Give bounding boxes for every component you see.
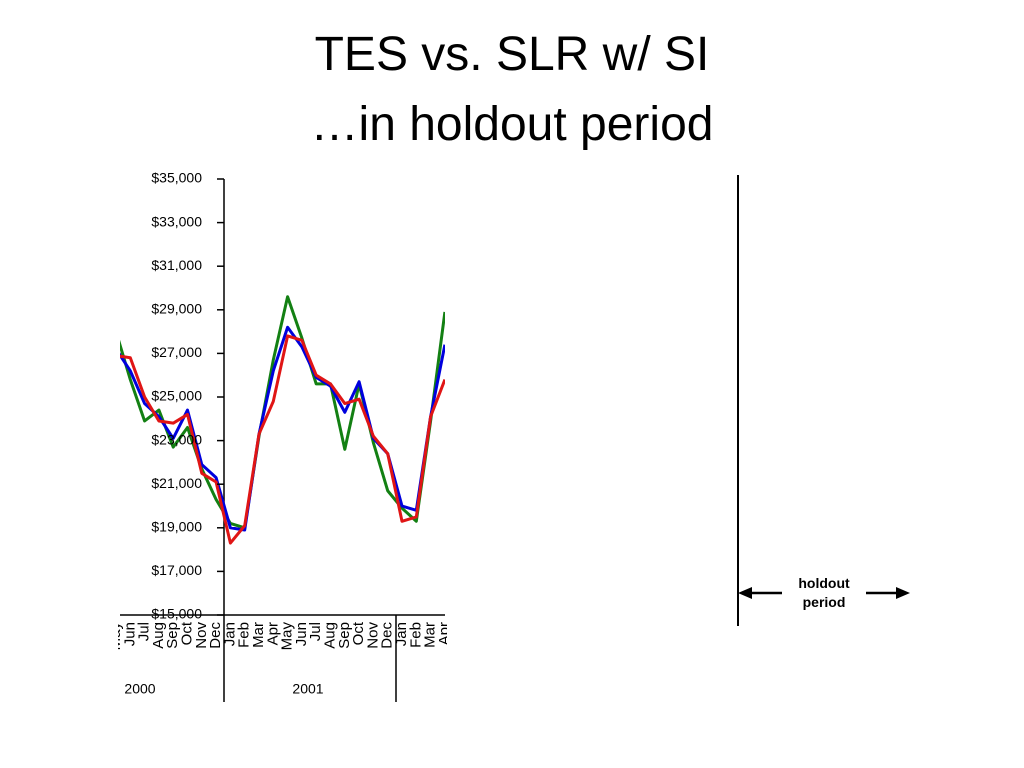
x-tick-label: Jun	[121, 622, 138, 646]
x-tick-label: Apr	[436, 622, 453, 645]
x-tick-label: Mar	[422, 622, 439, 648]
annotation: holdout period	[798, 575, 850, 610]
x-tick-label: Dec	[379, 622, 396, 649]
y-tick-label: $21,000	[151, 475, 202, 491]
x-tick-label: Oct	[350, 621, 367, 645]
y-tick-label: $33,000	[151, 213, 202, 229]
y-tick-label: $29,000	[151, 301, 202, 317]
x-tick-label: Sep	[336, 622, 353, 649]
x-tick-label: Aug	[150, 622, 167, 649]
x-tick-label: Mar	[250, 622, 267, 648]
arrow-right-head	[896, 587, 910, 599]
x-tick-label: Jan	[221, 622, 238, 646]
x-tick-label: Feb	[407, 622, 424, 648]
x-tick-label: Jan	[393, 622, 410, 646]
x-tick-label: Aug	[321, 622, 338, 649]
y-tick-label: $15,000	[151, 606, 202, 622]
y-tick-label: $25,000	[151, 388, 202, 404]
x-tick-label: Jul	[136, 622, 153, 641]
x-tick-label: Apr	[264, 622, 281, 645]
y-tick-label: $23,000	[151, 431, 202, 447]
x-tick-label: Sep	[164, 622, 181, 649]
x-tick-label: Oct	[178, 621, 195, 645]
x-tick-label: Jul	[307, 622, 324, 641]
y-tick-label: $31,000	[151, 257, 202, 273]
chart-subtitle: …in holdout period	[311, 98, 714, 151]
x-group-label: 2000	[124, 681, 155, 697]
y-tick-label: $17,000	[151, 562, 202, 578]
y-tick-label: $27,000	[151, 344, 202, 360]
x-tick-label: May	[107, 622, 124, 651]
arrow-left-head	[738, 587, 752, 599]
y-tick-label: $35,000	[151, 170, 202, 186]
x-tick-label: May	[279, 622, 296, 651]
x-tick-label: Nov	[193, 622, 210, 649]
series-line	[120, 295, 445, 530]
series-line	[120, 334, 445, 545]
x-tick-label: Nov	[364, 622, 381, 649]
x-tick-label: Dec	[207, 622, 224, 649]
chart-title: TES vs. SLR w/ SI	[315, 28, 710, 81]
x-tick-label: Feb	[236, 622, 253, 648]
x-group-label: 2001	[292, 681, 323, 697]
x-tick-label: Jun	[293, 622, 310, 646]
y-tick-label: $19,000	[151, 519, 202, 535]
